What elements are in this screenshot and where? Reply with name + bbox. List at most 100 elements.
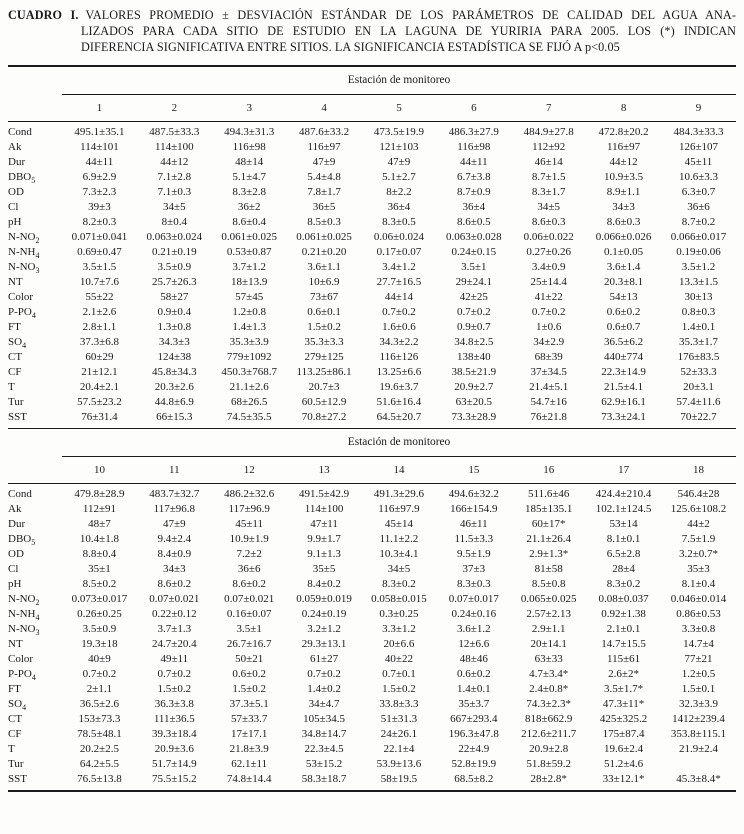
- value-cell: 29±24.1: [455, 275, 492, 288]
- parameter-label: P-PO4: [8, 305, 36, 320]
- value-cell: 38.5±21.9: [451, 365, 497, 378]
- value-cell: 487.6±33.2: [299, 125, 350, 138]
- value-cell: 73±67: [310, 290, 339, 303]
- table-row: pH 8.2±0.3 8±0.4 8.6±0.4 8.5±0.3 8.3±0.5 8.6±0…: [8, 215, 736, 230]
- value-cell: 212.6±211.7: [521, 727, 577, 740]
- station-number: 16: [511, 456, 587, 484]
- value-cell: 34.8±14.7: [301, 727, 347, 740]
- value-cell: 2.4±0.8*: [529, 682, 569, 695]
- group-header-label: Estación de monitoreo: [62, 65, 736, 95]
- value-cell: 424.4±210.4: [595, 487, 652, 500]
- station-number: 12: [211, 456, 287, 484]
- value-cell: 9.4±2.4: [157, 532, 192, 545]
- value-cell: 20.4±2.1: [79, 380, 119, 393]
- value-cell: 32.3±3.9: [678, 697, 719, 710]
- table-row: DBO5 6.9±2.9 7.1±2.8 5.1±4.7 5.4±4.8 5.1±2.7 6…: [8, 170, 736, 185]
- value-cell: 185±135.1: [525, 502, 573, 515]
- value-cell: 8.3±0.2: [382, 577, 416, 590]
- value-cell: 0.26±0.25: [77, 607, 122, 620]
- value-cell: 48±14: [235, 155, 264, 168]
- value-cell: 484.3±33.3: [673, 125, 724, 138]
- value-cell: 491.5±42.9: [299, 487, 350, 500]
- value-cell: 51.8±59.2: [526, 757, 571, 770]
- value-cell: 0.061±0.025: [296, 230, 352, 243]
- value-cell: 34±3: [612, 200, 635, 213]
- value-cell: 0.063±0.028: [446, 230, 502, 243]
- value-cell: 7.3±2.3: [82, 185, 117, 198]
- value-cell: 45±11: [235, 517, 263, 530]
- value-cell: 35.3±1.7: [678, 335, 719, 348]
- station-number: 6: [436, 94, 512, 122]
- caption-label: CUADRO I.: [8, 8, 79, 22]
- value-cell: 2.6±2*: [608, 667, 639, 680]
- value-cell: 10.3±4.1: [379, 547, 419, 560]
- parameter-label: CT: [8, 350, 23, 363]
- value-cell: 3.5±1.2: [681, 260, 716, 273]
- value-cell: 51.6±16.4: [376, 395, 422, 408]
- table-row: P-PO4 0.7±0.2 0.7±0.2 0.6±0.2 0.7±0.2 0.7±0.1…: [8, 667, 736, 682]
- value-cell: 34±5: [163, 200, 186, 213]
- value-cell: 495.1±35.1: [74, 125, 125, 138]
- value-cell: 114±100: [154, 140, 194, 153]
- value-cell: 14.7±4: [683, 637, 714, 650]
- value-cell: 7.2±2: [236, 547, 262, 560]
- value-cell: 1.2±0.5: [681, 667, 716, 680]
- value-cell: 8.2±0.3: [82, 215, 117, 228]
- value-cell: 8±0.4: [161, 215, 187, 228]
- table-row: Cl 39±3 34±5 36±2 36±5 36±4 36±4 34±5 34±3 36±6: [8, 200, 736, 215]
- value-cell: 0.07±0.021: [224, 592, 275, 605]
- parameter-label: P-PO4: [8, 667, 36, 682]
- param-column-spacer: [8, 429, 62, 457]
- value-cell: 3.7±1.3: [157, 622, 192, 635]
- value-cell: 0.7±0.1: [382, 667, 416, 680]
- value-cell: 8.6±0.2: [157, 577, 192, 590]
- value-cell: 50±21: [235, 652, 264, 665]
- value-cell: 1.4±0.2: [307, 682, 341, 695]
- value-cell: 24.7±20.4: [152, 637, 197, 650]
- value-cell: 8.3±2.8: [232, 185, 266, 198]
- value-cell: 473.5±19.9: [373, 125, 424, 138]
- value-cell: 111±36.5: [153, 712, 195, 725]
- value-cell: 37.3±5.1: [229, 697, 269, 710]
- table-row: N-NO3 3.5±0.9 3.7±1.3 3.5±1 3.2±1.2 3.3±1.2 3.…: [8, 622, 736, 637]
- value-cell: 64.2±5.5: [79, 757, 119, 770]
- value-cell: 8.7±0.9: [457, 185, 491, 198]
- value-cell: 3.5±1.7*: [604, 682, 644, 695]
- table-row: CT 60±29 124±38 779±1092 279±125 116±126 138±4…: [8, 350, 736, 365]
- value-cell: 36±5: [312, 200, 336, 213]
- station-number: 13: [286, 456, 362, 484]
- value-cell: 22.1±4: [383, 742, 415, 755]
- value-cell: 8.6±0.2: [232, 577, 266, 590]
- value-cell: 8.1±0.1: [606, 532, 641, 545]
- parameter-label: SO4: [8, 335, 27, 350]
- value-cell: 46±11: [459, 517, 488, 530]
- value-cell: 41±22: [534, 290, 563, 303]
- value-cell: 3.5±1: [461, 260, 487, 273]
- value-cell: 33.8±3.3: [379, 697, 419, 710]
- value-cell: 3.6±1.1: [307, 260, 341, 273]
- value-cell: 47±9: [163, 517, 186, 530]
- value-cell: 33±12.1*: [602, 772, 645, 785]
- caption-line-1: CUADRO I. VALORES PROMEDIO ± DESVIACIÓN E…: [8, 7, 736, 23]
- group-header-row: Estación de monitoreo: [8, 428, 736, 457]
- value-cell: 10.9±1.9: [229, 532, 269, 545]
- parameter-label: Dur: [8, 517, 26, 530]
- value-cell: 0.7±0.2: [457, 305, 491, 318]
- value-cell: 117±96.8: [153, 502, 195, 515]
- value-cell: 49±11: [160, 652, 189, 665]
- value-cell: 20±6.6: [383, 637, 415, 650]
- value-cell: 20±3.1: [683, 380, 714, 393]
- value-cell: 0.24±0.15: [451, 245, 497, 258]
- value-cell: 0.07±0.021: [149, 592, 200, 605]
- value-cell: 35±3: [687, 562, 710, 575]
- value-cell: 45.3±8.4*: [676, 772, 721, 785]
- value-cell: 14.7±15.5: [601, 637, 646, 650]
- value-cell: 3.5±1: [236, 622, 262, 635]
- value-cell: 44.8±6.9: [154, 395, 194, 408]
- value-cell: 58±19.5: [380, 772, 418, 785]
- value-cell: 20.9±2.8: [529, 742, 569, 755]
- value-cell: 115±61: [606, 652, 641, 665]
- value-cell: 35.3±3.9: [229, 335, 269, 348]
- value-cell: 54.7±16: [530, 395, 567, 408]
